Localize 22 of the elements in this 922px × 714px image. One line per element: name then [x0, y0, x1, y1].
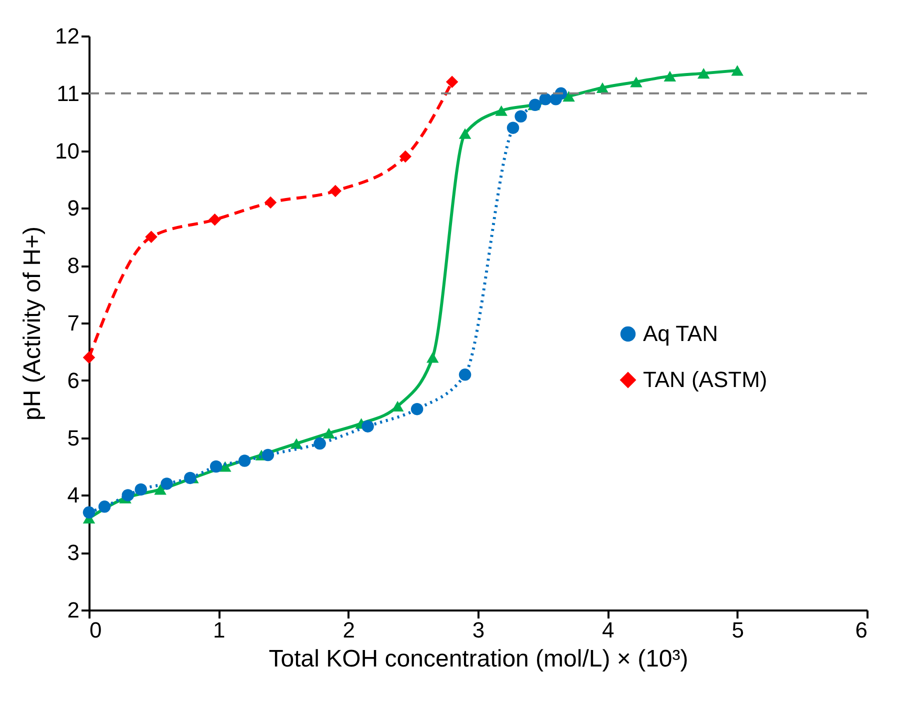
y-tick-label: 10 — [55, 138, 80, 164]
x-tick-label: 6 — [855, 618, 868, 642]
y-tick-label: 11 — [56, 80, 80, 106]
y-tick-label: 3 — [67, 540, 80, 566]
y-tick-label: 12 — [55, 24, 80, 48]
y-tick-label: 8 — [67, 253, 80, 278]
x-tick-label: 4 — [602, 618, 614, 642]
x-axis-title: Total KOH concentration (mol/L) × (10³) — [268, 646, 688, 672]
y-axis-title: pH (Activity of H+) — [19, 226, 46, 421]
y-tick-label: 5 — [67, 425, 80, 450]
legend-label: TAN (ASTM) — [643, 367, 768, 392]
x-tick-label: 3 — [472, 618, 485, 642]
y-tick-label: 6 — [67, 368, 80, 393]
y-tick-label: 4 — [67, 482, 80, 508]
x-tick-label: 2 — [342, 618, 355, 642]
legend-label: Aq TAN — [643, 321, 718, 346]
x-tick-label: 0 — [90, 618, 102, 642]
y-tick-label: 2 — [67, 598, 80, 622]
y-tick-label: 9 — [67, 196, 80, 221]
y-tick-label: 7 — [67, 310, 80, 336]
x-tick-label: 1 — [213, 618, 226, 642]
x-tick-label: 5 — [732, 618, 744, 642]
